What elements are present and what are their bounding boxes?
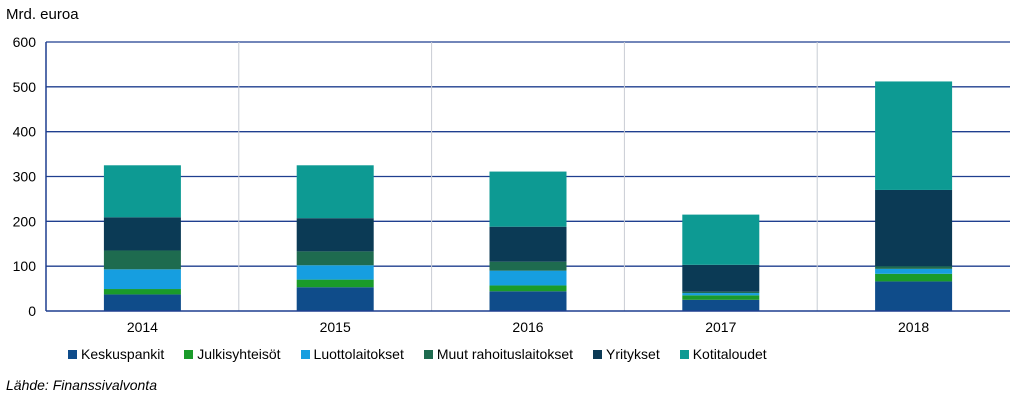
bar-segment bbox=[103, 250, 181, 270]
bar-segment bbox=[103, 289, 181, 295]
bar-segment bbox=[103, 165, 181, 218]
bar-segment bbox=[103, 294, 181, 311]
bar-segment bbox=[296, 165, 374, 219]
bar-segment bbox=[489, 291, 567, 311]
x-tick-label: 2016 bbox=[512, 319, 543, 335]
y-tick-label: 300 bbox=[13, 169, 37, 185]
bar-segment bbox=[875, 281, 953, 311]
bar-segment bbox=[489, 261, 567, 271]
x-tick-label: 2018 bbox=[898, 319, 929, 335]
y-tick-label: 100 bbox=[13, 258, 37, 274]
bar-segment bbox=[682, 295, 760, 300]
legend-item: Keskuspankit bbox=[68, 346, 164, 362]
legend: Keskuspankit Julkisyhteisöt Luottolaitokse… bbox=[68, 346, 787, 362]
legend-swatch bbox=[423, 349, 433, 359]
legend-item: Julkisyhteisöt bbox=[184, 346, 281, 362]
bar-segment bbox=[103, 217, 181, 251]
x-tick-label: 2017 bbox=[705, 319, 736, 335]
y-tick-label: 500 bbox=[13, 79, 37, 95]
bar-segment bbox=[103, 269, 181, 290]
legend-label: Yritykset bbox=[606, 346, 660, 362]
y-tick-label: 0 bbox=[28, 303, 36, 319]
bar-segment bbox=[875, 266, 953, 269]
legend-swatch bbox=[679, 349, 689, 359]
bar-segment bbox=[875, 268, 953, 274]
bar-segment bbox=[296, 218, 374, 252]
x-tick-label: 2014 bbox=[127, 319, 158, 335]
legend-swatch bbox=[300, 349, 310, 359]
legend-item: Yritykset bbox=[593, 346, 660, 362]
axes: 0 100 200 300 400 500 600 2014 2015 2016 2017 2018 bbox=[13, 34, 1010, 335]
legend-label: Kotitaloudet bbox=[692, 346, 767, 362]
bar-segment bbox=[875, 273, 953, 282]
legend-item: Luottolaitokset bbox=[300, 346, 404, 362]
legend-label: Keskuspankit bbox=[81, 346, 165, 362]
bar-segment bbox=[682, 264, 760, 292]
bar-segment bbox=[489, 270, 567, 286]
bar-segment bbox=[296, 287, 374, 311]
y-tick-label: 600 bbox=[13, 34, 37, 50]
legend-swatch bbox=[593, 349, 603, 359]
legend-item: Muut rahoituslaitokset bbox=[423, 346, 574, 362]
bar-segment bbox=[875, 81, 953, 190]
bar-segment bbox=[296, 279, 374, 288]
bar-segment bbox=[489, 285, 567, 292]
legend-item: Kotitaloudet bbox=[679, 346, 767, 362]
bar-segment bbox=[489, 226, 567, 262]
stacked-bar-chart: 0 100 200 300 400 500 600 2014 2015 2016 2017 2018 bbox=[13, 34, 1010, 335]
bar-segment bbox=[875, 189, 953, 267]
bars bbox=[103, 81, 953, 311]
bar-segment bbox=[296, 265, 374, 280]
bar-segment bbox=[682, 293, 760, 296]
bar-segment bbox=[682, 299, 760, 311]
legend-swatch bbox=[68, 349, 77, 359]
legend-label: Julkisyhteisöt bbox=[197, 346, 281, 362]
y-tick-label: 400 bbox=[13, 124, 37, 140]
legend-label: Muut rahoituslaitokset bbox=[436, 346, 574, 362]
x-tick-label: 2015 bbox=[320, 319, 351, 335]
bar-segment bbox=[682, 291, 760, 294]
bar-segment bbox=[296, 251, 374, 266]
bar-segment bbox=[682, 214, 760, 265]
source-note: Lähde: Finanssivalvonta bbox=[6, 377, 157, 393]
legend-label: Luottolaitokset bbox=[313, 346, 404, 362]
bar-segment bbox=[489, 171, 567, 227]
y-axis-unit-label: Mrd. euroa bbox=[6, 6, 79, 23]
y-tick-label: 200 bbox=[13, 213, 37, 229]
legend-swatch bbox=[184, 349, 194, 359]
